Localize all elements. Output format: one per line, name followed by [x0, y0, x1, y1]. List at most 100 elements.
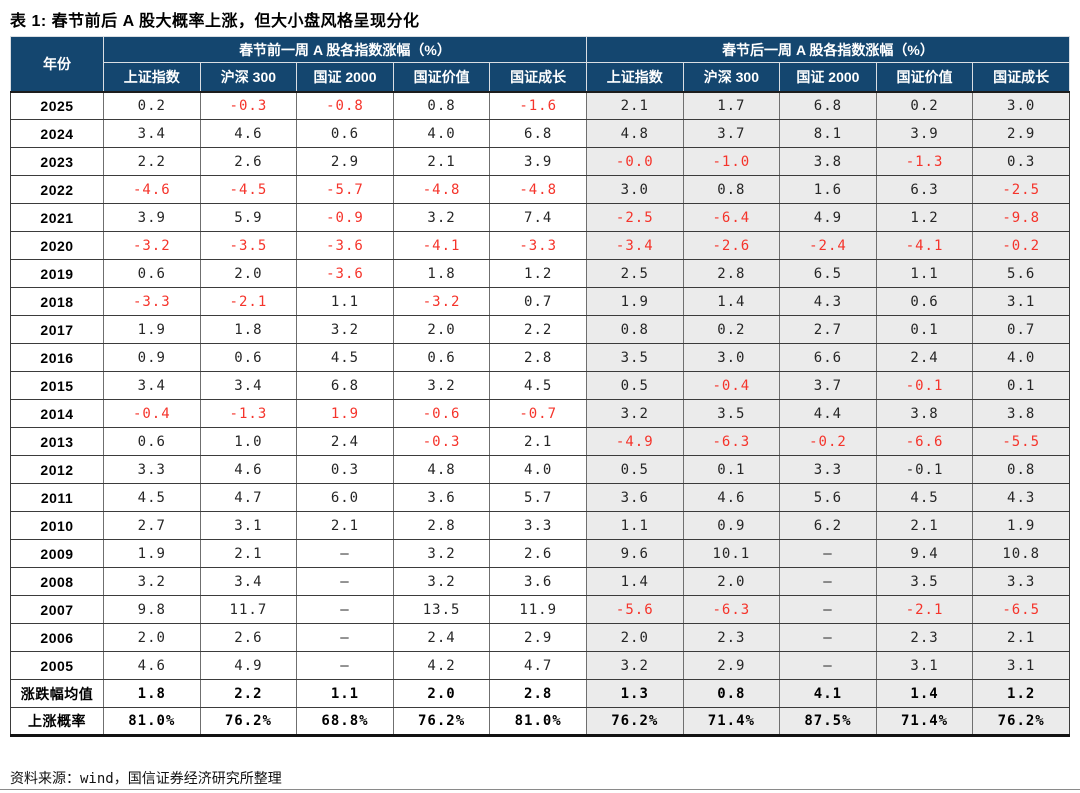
- value-cell: 2.4: [392, 623, 491, 652]
- value-cell: –: [296, 539, 394, 568]
- value-cell: 1.1: [875, 259, 974, 288]
- value-cell: -0.1: [875, 455, 974, 484]
- value-cell: 2.0: [392, 315, 491, 344]
- value-cell: 2.4: [875, 343, 974, 372]
- value-cell: 2.6: [489, 539, 587, 568]
- value-cell: 2.9: [296, 147, 394, 176]
- value-cell: -2.6: [682, 231, 781, 260]
- value-cell: -4.8: [489, 175, 587, 204]
- year-cell: 2018: [10, 287, 104, 316]
- summary-value-cell: 4.1: [779, 679, 877, 708]
- value-cell: -0.8: [296, 90, 394, 120]
- bottom-divider: [0, 789, 1080, 790]
- value-cell: 6.8: [296, 371, 394, 400]
- value-cell: -0.4: [682, 371, 781, 400]
- value-cell: 1.2: [875, 203, 974, 232]
- table-row: 2007 9.8 11.7–13.5 11.9 -5.6 -6.3– -2.1 -6.5: [10, 595, 1070, 624]
- value-cell: -0.6: [392, 399, 491, 428]
- value-cell: 2.1: [392, 147, 491, 176]
- value-cell: 2.6: [199, 623, 298, 652]
- year-cell: 2024: [10, 119, 104, 148]
- year-cell: 2008: [10, 567, 104, 596]
- value-cell: -4.1: [875, 231, 974, 260]
- value-cell: 2.5: [585, 259, 684, 288]
- table-row: 2017 1.9 1.8 3.2 2.0 2.2 0.8 0.2 2.7 0.1 0.7: [10, 315, 1070, 344]
- value-cell: -0.2: [779, 427, 877, 456]
- summary-label-cell: 上涨概率: [10, 707, 104, 737]
- value-cell: 5.7: [489, 483, 587, 512]
- value-cell: 3.2: [296, 315, 394, 344]
- value-cell: 2.6: [199, 147, 298, 176]
- year-cell: 2012: [10, 455, 104, 484]
- table-row: 2015 3.4 3.4 6.8 3.2 4.5 0.5 -0.4 3.7 -0.1 0.1: [10, 371, 1070, 400]
- value-cell: 2.9: [682, 651, 781, 680]
- value-cell: -3.3: [103, 287, 201, 316]
- table-row: 2006 2.0 2.6–2.4 2.9 2.0 2.3–2.3 2.1: [10, 623, 1070, 652]
- value-cell: 0.1: [875, 315, 974, 344]
- value-cell: –: [779, 595, 877, 624]
- year-cell: 2025: [10, 90, 104, 120]
- value-cell: –: [296, 651, 394, 680]
- value-cell: 3.6: [489, 567, 587, 596]
- value-cell: 3.6: [585, 483, 684, 512]
- value-cell: -6.3: [682, 427, 781, 456]
- table-row: 2019 0.6 2.0 -3.6 1.8 1.2 2.5 2.8 6.5 1.1 5.6: [10, 259, 1070, 288]
- value-cell: 2.0: [682, 567, 781, 596]
- value-cell: 4.5: [875, 483, 974, 512]
- value-cell: 3.2: [392, 539, 491, 568]
- value-cell: 3.9: [489, 147, 587, 176]
- value-cell: 2.8: [489, 343, 587, 372]
- value-cell: 4.9: [779, 203, 877, 232]
- value-cell: 0.7: [972, 315, 1070, 344]
- value-cell: 4.4: [779, 399, 877, 428]
- value-cell: 2.1: [489, 427, 587, 456]
- value-cell: 1.9: [103, 315, 201, 344]
- index-header-cell: 国证 2000: [296, 62, 394, 92]
- value-cell: -4.9: [585, 427, 684, 456]
- value-cell: 3.8: [875, 399, 974, 428]
- value-cell: -2.1: [199, 287, 298, 316]
- summary-row: 上涨概率 81.0% 76.2% 68.8% 76.2% 81.0% 76.2% 71.4% 8…: [10, 707, 1070, 737]
- value-cell: 4.0: [489, 455, 587, 484]
- value-cell: 2.9: [972, 119, 1070, 148]
- value-cell: 5.6: [972, 259, 1070, 288]
- value-cell: 6.2: [779, 511, 877, 540]
- value-cell: -1.3: [875, 147, 974, 176]
- value-cell: -2.5: [585, 203, 684, 232]
- value-cell: 3.2: [392, 371, 491, 400]
- summary-value-cell: 2.8: [489, 679, 587, 708]
- value-cell: 3.6: [392, 483, 491, 512]
- value-cell: 1.1: [296, 287, 394, 316]
- year-cell: 2017: [10, 315, 104, 344]
- value-cell: 4.5: [103, 483, 201, 512]
- value-cell: 1.7: [682, 90, 781, 120]
- index-header-cell: 国证 2000: [779, 62, 877, 92]
- value-cell: -9.8: [972, 203, 1070, 232]
- value-cell: 3.1: [875, 651, 974, 680]
- year-cell: 2020: [10, 231, 104, 260]
- value-cell: 1.6: [779, 175, 877, 204]
- year-cell: 2016: [10, 343, 104, 372]
- table-row: 2025 0.2 -0.3 -0.8 0.8 -1.6 2.1 1.7 6.8 0.2 3.0: [10, 90, 1070, 120]
- value-cell: 1.4: [682, 287, 781, 316]
- table-row: 2018 -3.3 -2.1 1.1 -3.2 0.7 1.9 1.4 4.3 0.6 3.1: [10, 287, 1070, 316]
- value-cell: -4.6: [103, 175, 201, 204]
- table-row: 2022 -4.6 -4.5 -5.7 -4.8 -4.8 3.0 0.8 1.6 6.3 -2.5: [10, 175, 1070, 204]
- summary-row: 涨跌幅均值 1.8 2.2 1.1 2.0 2.8 1.3 0.8 4.1 1.4 1.2: [10, 679, 1070, 708]
- value-cell: -1.0: [682, 147, 781, 176]
- value-cell: 0.6: [392, 343, 491, 372]
- value-cell: 9.6: [585, 539, 684, 568]
- summary-value-cell: 76.2%: [199, 707, 298, 737]
- value-cell: 3.8: [972, 399, 1070, 428]
- value-cell: 0.6: [296, 119, 394, 148]
- table-row: 2013 0.6 1.0 2.4 -0.3 2.1 -4.9 -6.3 -0.2 -6.6 -5.5: [10, 427, 1070, 456]
- value-cell: –: [779, 539, 877, 568]
- value-cell: 3.1: [972, 287, 1070, 316]
- value-cell: 4.2: [392, 651, 491, 680]
- value-cell: 2.8: [682, 259, 781, 288]
- value-cell: 9.8: [103, 595, 201, 624]
- value-cell: 0.2: [682, 315, 781, 344]
- value-cell: -3.6: [296, 259, 394, 288]
- summary-value-cell: 68.8%: [296, 707, 394, 737]
- value-cell: 3.0: [585, 175, 684, 204]
